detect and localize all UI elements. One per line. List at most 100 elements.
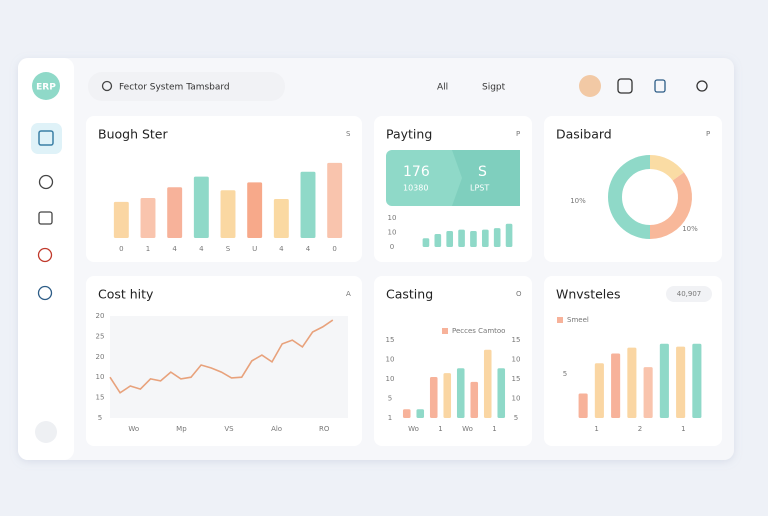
x-label: 1 — [146, 245, 150, 253]
panel-title: Payting — [386, 127, 432, 142]
icon[interactable] — [617, 78, 633, 94]
y-label: 10 — [96, 373, 105, 381]
legend-label: Smeel — [567, 316, 589, 324]
x-label: 1 — [594, 425, 598, 433]
stat-value: 176 — [403, 164, 430, 180]
x-label: U — [252, 245, 257, 253]
bar — [300, 171, 316, 238]
y-label: 1 — [388, 414, 392, 422]
bar — [446, 231, 454, 247]
y2-label: 10 — [512, 395, 521, 403]
bar — [402, 409, 411, 418]
bar — [643, 367, 653, 418]
x-label: RO — [319, 425, 330, 433]
nav-icon[interactable] — [38, 211, 53, 225]
badge-text: 40,907 — [677, 290, 702, 298]
bar — [594, 363, 604, 418]
logo: ERP — [36, 83, 56, 93]
donut-segment — [649, 172, 692, 239]
legend-swatch — [442, 328, 448, 334]
bar — [505, 223, 513, 247]
bar — [659, 343, 669, 418]
annotation: 10% — [570, 197, 586, 205]
bar — [481, 229, 489, 247]
avatar[interactable] — [579, 75, 601, 97]
y-label: 10 — [386, 375, 395, 383]
y2-label: 5 — [514, 414, 518, 422]
icon[interactable] — [696, 80, 708, 92]
stat-sub: 10380 — [403, 184, 428, 193]
panel-title: Cost hity — [98, 287, 154, 302]
panel-icon: A — [346, 290, 351, 298]
x-label: 0 — [332, 245, 336, 253]
nav-icon[interactable] — [37, 285, 53, 301]
stat-value: S — [478, 164, 487, 180]
x-label: 1 — [438, 425, 442, 433]
donut-segment — [608, 155, 651, 239]
x-label: 2 — [638, 425, 642, 433]
bar — [429, 377, 438, 418]
x-label: VS — [224, 425, 234, 433]
nav-icon[interactable] — [38, 130, 54, 146]
x-label: 1 — [492, 425, 496, 433]
y-label: 10 — [386, 356, 395, 364]
nav-settings[interactable] — [35, 421, 57, 443]
legend-label: Pecces Camtoo — [452, 327, 505, 335]
y-label: 10 — [388, 229, 397, 237]
bar — [422, 238, 430, 247]
icon[interactable] — [654, 79, 666, 93]
stat-sub: LPST — [470, 184, 489, 193]
x-label: 4 — [306, 245, 311, 253]
legend-swatch — [557, 317, 563, 323]
y-label: 5 — [98, 414, 102, 422]
bar — [676, 346, 686, 418]
bar — [578, 393, 588, 418]
y-label: 5 — [563, 370, 567, 378]
bar — [470, 231, 477, 247]
y-label: 15 — [386, 336, 395, 344]
x-label: Alo — [271, 425, 282, 433]
search-box[interactable] — [88, 72, 285, 101]
stat-divider — [452, 150, 520, 206]
annotation: 10% — [682, 225, 698, 233]
x-label: 4 — [199, 245, 204, 253]
donut-segment — [649, 155, 684, 181]
nav-icon[interactable] — [38, 174, 54, 190]
panel — [374, 276, 532, 446]
bar — [470, 381, 479, 418]
plot-bg — [110, 316, 348, 418]
x-label: Wo — [408, 425, 419, 433]
bar — [193, 176, 209, 238]
sidebar — [18, 58, 74, 460]
line — [109, 319, 334, 394]
sort[interactable]: Sigpt — [482, 83, 506, 93]
bar — [140, 198, 156, 238]
panel-icon: P — [516, 130, 520, 138]
x-label: S — [226, 245, 231, 253]
x-label: Mp — [176, 425, 187, 433]
y-label: 20 — [96, 312, 105, 320]
bar — [220, 190, 236, 238]
panel-icon: P — [706, 130, 710, 138]
search-text[interactable]: Fector System Tamsbard — [119, 83, 230, 93]
x-label: 4 — [279, 245, 284, 253]
search-icon — [101, 80, 113, 92]
bar — [458, 229, 465, 247]
y-label: 0 — [390, 243, 394, 251]
bar — [327, 162, 343, 238]
y-label: 10 — [388, 214, 397, 222]
filter[interactable]: All — [437, 83, 448, 93]
bar — [483, 349, 492, 418]
bar — [113, 201, 129, 238]
panel-icon: O — [516, 290, 522, 298]
panel-icon: S — [346, 130, 351, 138]
logo-badge — [32, 72, 60, 100]
panel-title: Dasibard — [556, 127, 612, 142]
nav-active[interactable] — [31, 123, 62, 154]
y-label: 5 — [388, 395, 392, 403]
bar — [611, 353, 621, 418]
panel-title: Buogh Ster — [98, 127, 169, 142]
bar — [247, 182, 263, 238]
nav-icon[interactable] — [37, 247, 53, 263]
